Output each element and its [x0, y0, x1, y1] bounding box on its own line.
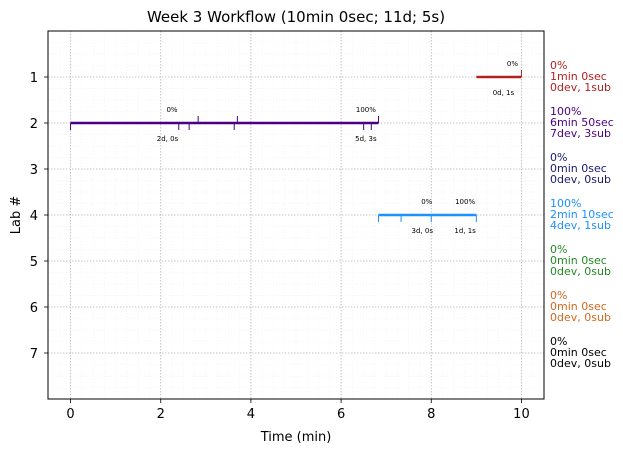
lab-4-annotation: 1d, 1s [454, 227, 476, 235]
x-tick-label: 4 [247, 407, 255, 422]
y-tick-label: 7 [30, 347, 38, 362]
y-tick-label: 1 [30, 71, 38, 86]
x-axis-label: Time (min) [260, 430, 332, 445]
lab-3-summary-line: 0min 0sec [550, 162, 607, 175]
x-tick-label: 8 [427, 407, 435, 422]
lab-1-annotation: 0% [507, 60, 518, 68]
lab-2-summary-line: 7dev, 3sub [550, 127, 611, 140]
x-tick-label: 0 [66, 407, 74, 422]
lab-7-summary-line: 0% [550, 335, 567, 348]
lab-7-summary-line: 0dev, 0sub [550, 357, 611, 370]
y-tick-label: 2 [30, 117, 38, 132]
x-tick-label: 10 [513, 407, 530, 422]
plot-data: 0% 0d, 1s 0% 2d, 0s 100% 5d, 3s 0% 3d, 0s 100% 1d… [70, 60, 522, 235]
lab-4-annotation: 0% [421, 198, 432, 206]
lab-1-summary-line: 1min 0sec [550, 70, 607, 83]
lab-3-summary-line: 0% [550, 151, 567, 164]
lab-4-summary-line: 4dev, 1sub [550, 219, 611, 232]
lab-6-summary-line: 0dev, 0sub [550, 311, 611, 324]
lab-4-summary-line: 100% [550, 197, 581, 210]
lab-4-annotation: 3d, 0s [412, 227, 434, 235]
lab-2-annotation: 0% [166, 106, 177, 114]
lab-4-summary-line: 2min 10sec [550, 208, 614, 221]
x-tick-label: 2 [157, 407, 165, 422]
lab-1-annotation: 0d, 1s [493, 89, 515, 97]
lab-1-summary-line: 0% [550, 59, 567, 72]
lab-6-summary-line: 0% [550, 289, 567, 302]
lab-7-summary-line: 0min 0sec [550, 346, 607, 359]
chart-title: Week 3 Workflow (10min 0sec; 11d; 5s) [147, 8, 445, 26]
y-tick-label: 5 [30, 255, 38, 270]
lab-4-annotation: 100% [455, 198, 475, 206]
y-tick-label: 4 [30, 209, 38, 224]
x-tick-label: 6 [337, 407, 345, 422]
lab-6-summary-line: 0min 0sec [550, 300, 607, 313]
lab-2-annotation: 5d, 3s [355, 135, 377, 143]
y-tick-label: 6 [30, 301, 38, 316]
lab-5-summary-line: 0min 0sec [550, 254, 607, 267]
y-axis-label: Lab # [9, 196, 24, 235]
lab-2-annotation: 2d, 0s [157, 135, 179, 143]
lab-2-summary-line: 100% [550, 105, 581, 118]
lab-1-summary-line: 0dev, 1sub [550, 81, 611, 94]
lab-2-summary-line: 6min 50sec [550, 116, 614, 129]
y-tick-label: 3 [30, 163, 38, 178]
lab-5-summary-line: 0% [550, 243, 567, 256]
lab-5-summary-line: 0dev, 0sub [550, 265, 611, 278]
lab-2-annotation: 100% [356, 106, 376, 114]
lab-3-summary-line: 0dev, 0sub [550, 173, 611, 186]
